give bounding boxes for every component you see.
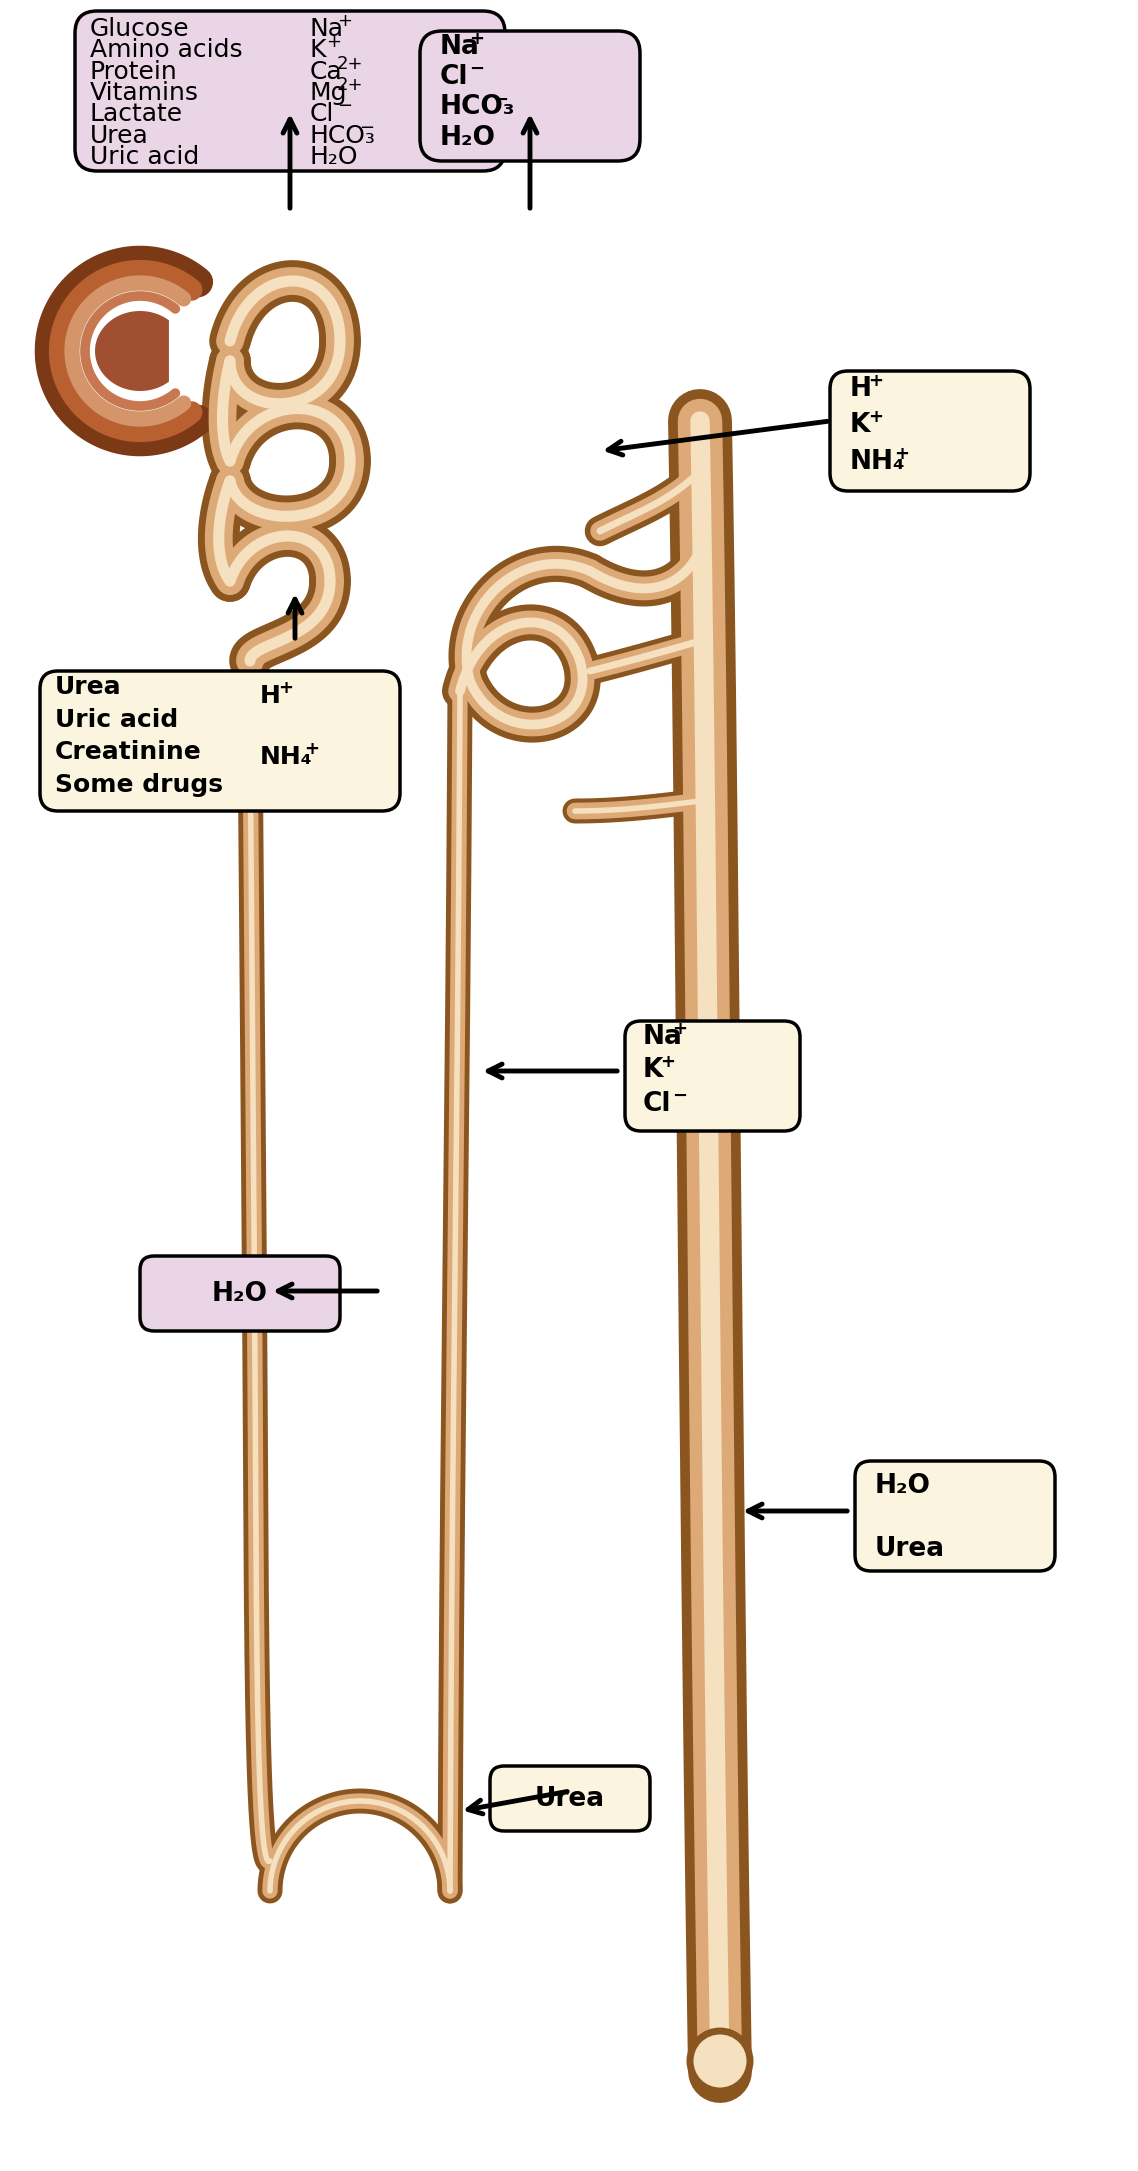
Text: H₂O: H₂O	[212, 1281, 269, 1307]
Text: +: +	[868, 371, 883, 391]
Text: Cl: Cl	[310, 102, 335, 126]
Text: Urea: Urea	[55, 675, 122, 699]
Text: Cl: Cl	[440, 65, 469, 91]
Text: +: +	[337, 13, 352, 30]
Text: Glucose: Glucose	[90, 17, 190, 41]
Text: Urea: Urea	[535, 1787, 605, 1813]
Text: H₂O: H₂O	[310, 145, 358, 169]
FancyBboxPatch shape	[40, 671, 399, 812]
Text: +: +	[304, 740, 319, 758]
FancyBboxPatch shape	[855, 1461, 1055, 1572]
Text: Na: Na	[310, 17, 344, 41]
FancyBboxPatch shape	[140, 1257, 340, 1331]
Text: Na: Na	[440, 35, 480, 61]
Text: Creatinine: Creatinine	[55, 740, 201, 764]
Text: NH₄: NH₄	[850, 449, 906, 475]
Text: NH₄: NH₄	[259, 745, 313, 769]
Text: −: −	[469, 61, 484, 78]
Text: +: +	[673, 1020, 687, 1038]
Polygon shape	[94, 310, 168, 391]
Text: +: +	[660, 1053, 675, 1070]
Text: Amino acids: Amino acids	[90, 39, 242, 63]
Text: Uric acid: Uric acid	[90, 145, 199, 169]
Circle shape	[690, 2032, 750, 2091]
FancyBboxPatch shape	[75, 11, 505, 172]
FancyBboxPatch shape	[830, 371, 1030, 491]
Text: Na: Na	[643, 1025, 683, 1051]
Text: Protein: Protein	[90, 59, 178, 85]
Text: Mg: Mg	[310, 80, 347, 104]
Text: −: −	[358, 119, 374, 137]
Text: Urea: Urea	[90, 124, 149, 148]
Text: Cl: Cl	[643, 1090, 671, 1116]
Text: Lactate: Lactate	[90, 102, 183, 126]
Text: H: H	[850, 376, 872, 402]
Text: Vitamins: Vitamins	[90, 80, 199, 104]
Text: +: +	[325, 33, 341, 52]
Text: HCO₃: HCO₃	[310, 124, 376, 148]
Text: +: +	[868, 408, 883, 426]
Text: +: +	[894, 445, 909, 462]
Text: +: +	[278, 680, 292, 697]
Text: H₂O: H₂O	[440, 124, 496, 150]
Text: −: −	[337, 98, 352, 115]
Text: H₂O: H₂O	[875, 1472, 931, 1498]
Text: +: +	[469, 30, 484, 48]
Text: Uric acid: Uric acid	[55, 708, 179, 732]
FancyBboxPatch shape	[625, 1020, 800, 1131]
FancyBboxPatch shape	[420, 30, 640, 161]
Text: HCO₃: HCO₃	[440, 96, 516, 119]
Text: 2+: 2+	[337, 54, 363, 72]
Text: K: K	[850, 412, 871, 439]
Text: 2+: 2+	[337, 76, 363, 93]
Text: Ca: Ca	[310, 59, 343, 85]
Text: Some drugs: Some drugs	[55, 773, 223, 797]
Text: −: −	[673, 1088, 687, 1105]
Text: H: H	[259, 684, 281, 708]
Text: −: −	[493, 91, 509, 109]
Text: K: K	[643, 1057, 663, 1083]
Text: Urea: Urea	[875, 1537, 946, 1561]
FancyBboxPatch shape	[490, 1765, 650, 1830]
Text: K: K	[310, 39, 327, 63]
